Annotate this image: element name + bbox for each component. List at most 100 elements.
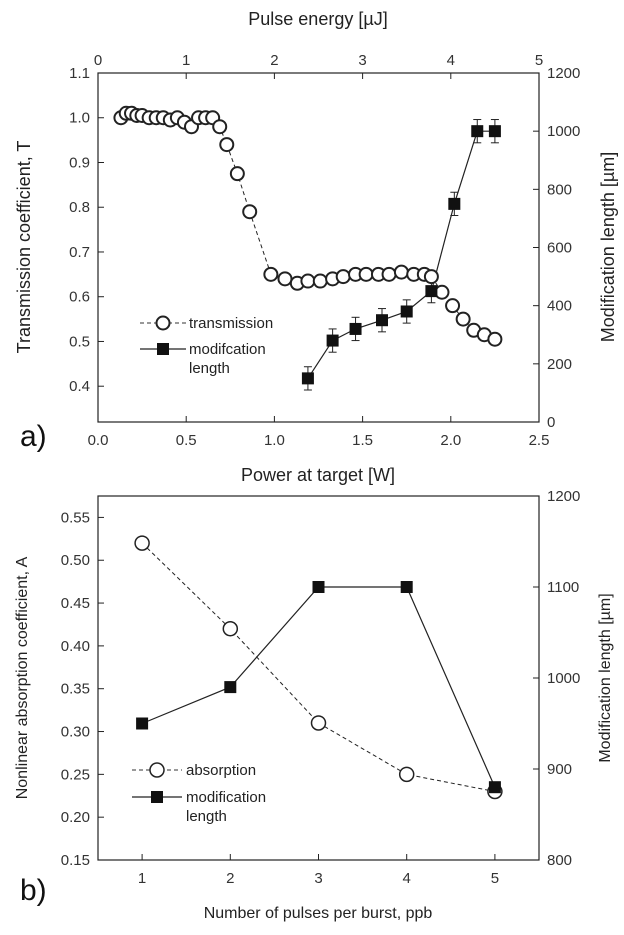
data-point-circle: [219, 137, 235, 153]
y2-tick-label: 1200: [547, 65, 580, 82]
panel-a-label: a): [20, 420, 47, 453]
data-point-circle: [277, 271, 293, 287]
panel-a-x-axis-title: Power at target [W]: [241, 465, 395, 485]
x-tick-label: 1.5: [352, 432, 373, 449]
y2-tick-label: 600: [547, 240, 572, 257]
panel-a-legend: transmission modifcation length: [140, 315, 273, 377]
data-point-square: [400, 305, 413, 318]
panel-a-tick-labels: 0.0 0.5 1.0 1.5 2.0 2.50 1 2 3 4 50.40.50.60.70.80…: [69, 52, 580, 449]
legend-modification-label: modifcation: [189, 341, 266, 358]
y-tick-label: 0.30: [61, 724, 90, 741]
panel-a-y2-axis-title: Modification length [µm]: [598, 152, 618, 342]
data-point-circle: [263, 266, 279, 282]
panel-b-x-axis-title: Number of pulses per burst, ppb: [204, 905, 433, 922]
data-point-circle: [222, 621, 239, 637]
data-point-square: [349, 322, 362, 335]
panel-b-markers: [134, 535, 503, 800]
legend-modification-label-2: length: [189, 360, 230, 377]
data-point-square: [448, 197, 461, 210]
x2-tick-label: 2: [270, 52, 278, 69]
data-point-circle: [229, 166, 245, 182]
y2-tick-label: 1000: [547, 670, 580, 687]
data-point-circle: [300, 273, 316, 289]
panel-a-error-bars: [303, 119, 499, 391]
y-tick-label: 0.45: [61, 595, 90, 612]
y2-tick-label: 400: [547, 298, 572, 315]
x-tick-label: 1.0: [264, 432, 285, 449]
y-tick-label: 1.1: [69, 65, 90, 82]
data-point-square: [400, 581, 413, 593]
data-point-circle: [393, 264, 409, 280]
panel-b-ticks: [98, 495, 539, 861]
y2-tick-label: 900: [547, 761, 572, 778]
data-point-circle: [423, 269, 439, 285]
data-point-circle: [445, 298, 461, 314]
panel-a-markers: [113, 105, 503, 385]
y-tick-label: 0.8: [69, 199, 90, 216]
x-tick-label: 2.0: [440, 432, 461, 449]
legend-absorption-marker: [149, 762, 165, 778]
data-point-circle: [487, 331, 503, 347]
data-point-circle: [381, 266, 397, 282]
data-point-square: [376, 314, 389, 327]
panel-a-ticks: [97, 72, 540, 423]
y-tick-label: 0.4: [69, 378, 90, 395]
y2-tick-label: 1200: [547, 488, 580, 505]
data-point-circle: [358, 266, 374, 282]
legend-transmission-label: transmission: [189, 315, 273, 332]
y-tick-label: 0.20: [61, 809, 90, 826]
data-point-circle: [434, 284, 450, 300]
data-point-circle: [455, 311, 471, 327]
panel-a-y-axis-title: Transmission coefficient, T: [14, 141, 34, 354]
y-tick-label: 0.40: [61, 638, 90, 655]
data-point-circle: [312, 273, 328, 289]
y2-tick-label: 800: [547, 852, 572, 869]
legend-transmission-marker: [155, 315, 171, 331]
series-line-0: [120, 112, 496, 340]
legend-modification-b-label-2: length: [186, 808, 227, 825]
x2-tick-label: 3: [358, 52, 366, 69]
data-point-square: [136, 717, 149, 730]
x-tick-label: 2: [226, 870, 234, 887]
y-tick-label: 0.50: [61, 552, 90, 569]
x2-tick-label: 1: [182, 52, 190, 69]
x2-tick-label: 0: [94, 52, 102, 69]
data-point-circle: [212, 119, 228, 135]
panel-b-label: b): [20, 874, 47, 907]
x2-tick-label: 5: [535, 52, 543, 69]
x-tick-label: 2.5: [529, 432, 550, 449]
data-point-square: [488, 125, 501, 138]
y-tick-label: 0.55: [61, 509, 90, 526]
data-point-square: [301, 372, 314, 385]
y2-tick-label: 0: [547, 414, 555, 431]
y-tick-label: 0.5: [69, 333, 90, 350]
x-tick-label: 1: [138, 870, 146, 887]
y2-tick-label: 200: [547, 356, 572, 373]
legend-absorption-label: absorption: [186, 762, 256, 779]
data-point-square: [312, 581, 325, 593]
x-tick-label: 5: [491, 870, 499, 887]
panel-b-plot-frame: [97, 495, 540, 861]
panel-b-chart: 1 2 3 4 5 0.15 0.20 0.25 0.30 0.35 0.40 0.45 0.50 0.5…: [14, 488, 614, 922]
panel-a-x2-axis-title: Pulse energy [µJ]: [248, 9, 387, 29]
y-tick-label: 0.6: [69, 289, 90, 306]
legend-modification-b-label: modification: [186, 789, 266, 806]
x-tick-label: 3: [314, 870, 322, 887]
panel-b-tick-labels: 1 2 3 4 5 0.15 0.20 0.25 0.30 0.35 0.40 0.45 0.50 0.5…: [61, 488, 581, 887]
panel-b-legend: absorption modification length: [132, 762, 266, 825]
data-point-circle: [242, 204, 258, 220]
data-point-circle: [398, 766, 415, 783]
x-tick-label: 0.5: [176, 432, 197, 449]
panel-b-y2-axis-title: Modification length [µm]: [597, 593, 614, 762]
x-tick-label: 4: [403, 870, 411, 887]
x2-tick-label: 4: [447, 52, 455, 69]
y2-tick-label: 1000: [547, 123, 580, 140]
data-point-square: [425, 285, 438, 298]
data-point-circle: [310, 715, 327, 731]
y-tick-label: 0.9: [69, 154, 90, 171]
y2-tick-label: 800: [547, 181, 572, 198]
data-point-square: [326, 334, 339, 347]
data-point-square: [488, 781, 501, 794]
series-line-1: [141, 586, 496, 788]
